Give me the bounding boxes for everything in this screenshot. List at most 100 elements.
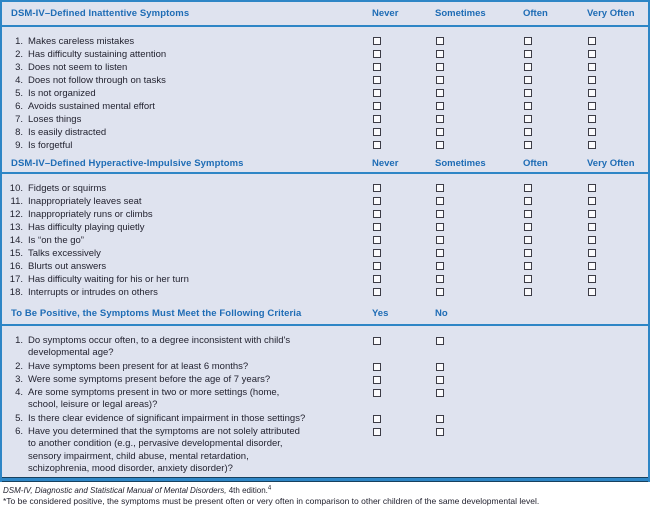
checkbox-often[interactable] (524, 249, 532, 257)
checkbox-yes[interactable] (373, 362, 381, 371)
checkbox-very-often[interactable] (588, 275, 596, 283)
checkbox-never[interactable] (373, 275, 381, 283)
checkbox-often[interactable] (524, 141, 532, 149)
checkbox-very-often[interactable] (588, 89, 596, 97)
checkbox-often[interactable] (524, 275, 532, 283)
checkbox-sometimes[interactable] (436, 184, 444, 192)
checkbox-never[interactable] (373, 141, 381, 149)
checkbox-very-often[interactable] (588, 236, 596, 244)
checkbox-never[interactable] (373, 115, 381, 123)
checkbox-often[interactable] (524, 236, 532, 244)
column-header-never: Never (372, 8, 399, 19)
checkbox-never[interactable] (373, 50, 381, 58)
criteria-row: 1. Do symptoms occur often, to a degree i… (2, 335, 648, 360)
checkbox-very-often[interactable] (588, 141, 596, 149)
checkbox-no[interactable] (436, 428, 444, 437)
item-number: 1. (15, 36, 23, 47)
item-number: 3. (15, 373, 23, 385)
checkbox-yes[interactable] (373, 337, 381, 345)
checkbox-very-often[interactable] (588, 210, 596, 218)
checkbox-never[interactable] (373, 89, 381, 97)
source-title: DSM-IV, Diagnostic and Statistical Manua… (3, 486, 227, 495)
checkbox-often[interactable] (524, 223, 532, 231)
checkbox-often[interactable] (524, 115, 532, 123)
checkbox-often[interactable] (524, 184, 532, 192)
checkbox-often[interactable] (524, 50, 532, 58)
checkbox-sometimes[interactable] (436, 102, 444, 110)
checkbox-sometimes[interactable] (436, 249, 444, 257)
checkbox-very-often[interactable] (588, 262, 596, 270)
column-header-often: Often (523, 158, 548, 169)
checkbox-sometimes[interactable] (436, 262, 444, 270)
item-text-line: Interrupts or intrudes on others (28, 287, 158, 298)
item-text-line: sensory impairment, child abuse, mental … (28, 450, 249, 462)
checkbox-sometimes[interactable] (436, 197, 444, 205)
checkbox-very-often[interactable] (588, 288, 596, 296)
checkbox-never[interactable] (373, 102, 381, 110)
checkbox-often[interactable] (524, 210, 532, 218)
checkbox-very-often[interactable] (588, 184, 596, 192)
checkbox-very-often[interactable] (588, 115, 596, 123)
checkbox-sometimes[interactable] (436, 89, 444, 97)
checkbox-no[interactable] (436, 375, 444, 384)
checkbox-no[interactable] (436, 337, 444, 345)
checkbox-never[interactable] (373, 288, 381, 296)
checkbox-often[interactable] (524, 262, 532, 270)
checkbox-often[interactable] (524, 76, 532, 84)
checkbox-sometimes[interactable] (436, 223, 444, 231)
checkbox-very-often[interactable] (588, 128, 596, 136)
symptom-row: 8. Is easily distracted (2, 126, 648, 139)
checkbox-sometimes[interactable] (436, 76, 444, 84)
checkbox-very-often[interactable] (588, 102, 596, 110)
checkbox-often[interactable] (524, 37, 532, 45)
checkbox-often[interactable] (524, 102, 532, 110)
checkbox-never[interactable] (373, 249, 381, 257)
checkbox-often[interactable] (524, 89, 532, 97)
checkbox-never[interactable] (373, 210, 381, 218)
checkbox-very-often[interactable] (588, 76, 596, 84)
checkbox-never[interactable] (373, 197, 381, 205)
checkbox-never[interactable] (373, 76, 381, 84)
item-text-line: to another condition (e.g., pervasive de… (28, 438, 283, 450)
checkbox-sometimes[interactable] (436, 275, 444, 283)
symptom-row: 16. Blurts out answers (2, 260, 648, 273)
checkbox-often[interactable] (524, 63, 532, 71)
item-number: 2. (15, 360, 23, 372)
checkbox-very-often[interactable] (588, 50, 596, 58)
checkbox-sometimes[interactable] (436, 288, 444, 296)
checkbox-sometimes[interactable] (436, 115, 444, 123)
item-text-line: Loses things (28, 114, 82, 125)
checkbox-never[interactable] (373, 236, 381, 244)
item-number: 10. (9, 183, 23, 194)
checkbox-no[interactable] (436, 362, 444, 371)
checkbox-never[interactable] (373, 262, 381, 270)
checkbox-no[interactable] (436, 389, 444, 398)
checkbox-sometimes[interactable] (436, 210, 444, 218)
checkbox-sometimes[interactable] (436, 50, 444, 58)
checkbox-never[interactable] (373, 128, 381, 136)
checkbox-sometimes[interactable] (436, 63, 444, 71)
checkbox-never[interactable] (373, 37, 381, 45)
checkbox-sometimes[interactable] (436, 141, 444, 149)
criteria-rows: 1. Do symptoms occur often, to a degree i… (2, 326, 648, 475)
checkbox-often[interactable] (524, 128, 532, 136)
item-text: Is not organized (28, 87, 648, 100)
checkbox-never[interactable] (373, 223, 381, 231)
checkbox-yes[interactable] (373, 414, 381, 423)
checkbox-sometimes[interactable] (436, 236, 444, 244)
checkbox-very-often[interactable] (588, 249, 596, 257)
checkbox-often[interactable] (524, 288, 532, 296)
checkbox-yes[interactable] (373, 375, 381, 384)
checkbox-very-often[interactable] (588, 37, 596, 45)
checkbox-often[interactable] (524, 197, 532, 205)
checkbox-very-often[interactable] (588, 63, 596, 71)
checkbox-never[interactable] (373, 184, 381, 192)
checkbox-yes[interactable] (373, 428, 381, 437)
checkbox-yes[interactable] (373, 389, 381, 398)
checkbox-very-often[interactable] (588, 223, 596, 231)
checkbox-sometimes[interactable] (436, 37, 444, 45)
checkbox-never[interactable] (373, 63, 381, 71)
checkbox-sometimes[interactable] (436, 128, 444, 136)
checkbox-no[interactable] (436, 414, 444, 423)
checkbox-very-often[interactable] (588, 197, 596, 205)
